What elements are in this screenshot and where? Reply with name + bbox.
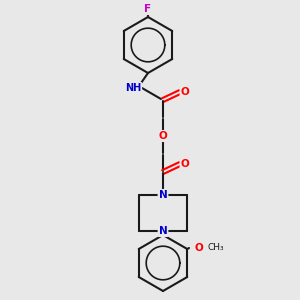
Text: O: O <box>195 243 203 253</box>
Text: O: O <box>181 159 189 169</box>
Text: O: O <box>159 131 167 141</box>
Text: N: N <box>159 190 167 200</box>
Text: O: O <box>181 87 189 97</box>
Text: N: N <box>159 226 167 236</box>
Text: F: F <box>144 4 152 14</box>
Text: CH₃: CH₃ <box>208 244 225 253</box>
Text: NH: NH <box>125 83 141 93</box>
